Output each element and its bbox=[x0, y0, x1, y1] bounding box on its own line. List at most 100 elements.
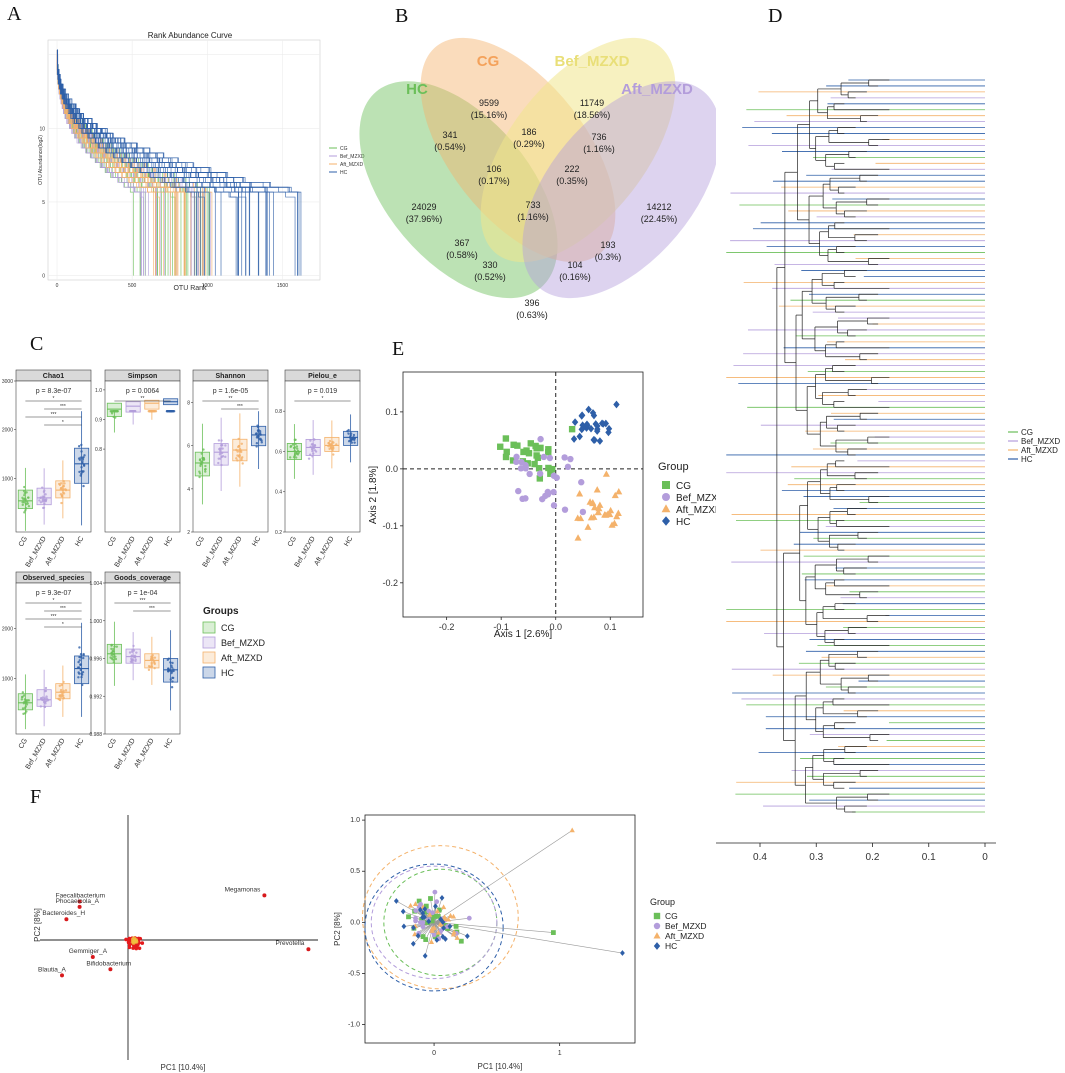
c-pvalue: p = 9.3e-07 bbox=[36, 590, 72, 597]
venn-region-pct: (37.96%) bbox=[406, 214, 443, 224]
venn-region-pct: (0.63%) bbox=[516, 310, 548, 320]
c-xtick-label: Aft_MZXD bbox=[44, 738, 66, 769]
c-legend-label-bef_mzxd: Bef_MZXD bbox=[221, 638, 266, 648]
c-point-aft_mzxd bbox=[236, 454, 239, 457]
f2-spider-line bbox=[413, 922, 435, 944]
c-xtick-label: HC bbox=[74, 738, 85, 750]
e-point-cg bbox=[527, 440, 534, 447]
c-point-hc bbox=[352, 433, 356, 437]
e-point-bef_mzxd bbox=[540, 453, 547, 461]
e-point-cg bbox=[502, 453, 510, 461]
c-point-hc bbox=[171, 410, 175, 413]
c-facet-title: Chao1 bbox=[43, 373, 65, 380]
c-point-cg bbox=[293, 438, 297, 442]
f2-point-aft_mzxd bbox=[440, 904, 447, 910]
c-point-aft_mzxd bbox=[59, 695, 63, 699]
c-ytick-label: 0.996 bbox=[89, 657, 102, 663]
c-ytick-label: 1000 bbox=[2, 677, 13, 683]
e-legend-label-cg: CG bbox=[676, 481, 691, 492]
c-xtick-label: CG bbox=[195, 536, 206, 549]
c-point-cg bbox=[201, 460, 204, 464]
c-point-cg bbox=[114, 657, 118, 661]
e-point-aft_mzxd bbox=[591, 503, 599, 511]
f1-sample-point bbox=[136, 942, 140, 947]
c-point-cg bbox=[112, 415, 115, 419]
panel-c-alpha-diversity: Chao1 1000 2000 3000 p = 8.3e-07 CG Bef_MZXD Af… bbox=[2, 369, 361, 771]
f2-point-hc bbox=[410, 940, 416, 947]
f2-point-hc bbox=[447, 923, 453, 930]
f1-taxon-point bbox=[77, 899, 82, 904]
c-point-cg bbox=[204, 464, 207, 468]
f2-legend-label-cg: CG bbox=[665, 911, 678, 921]
d-xtick-label: 0.2 bbox=[866, 852, 880, 863]
e-point-hc bbox=[596, 437, 604, 445]
c-point-aft_mzxd bbox=[154, 410, 158, 413]
c-pvalue: p = 8.3e-07 bbox=[36, 388, 72, 395]
c-sig-label: * bbox=[53, 396, 55, 402]
e-legend-key-bef_mzxd bbox=[662, 493, 670, 501]
venn-region-pct: (0.35%) bbox=[556, 176, 588, 186]
f2-point-aft_mzxd bbox=[429, 925, 435, 931]
f2-point-hc bbox=[417, 906, 423, 913]
e-point-bef_mzxd bbox=[515, 487, 522, 495]
e-point-bef_mzxd bbox=[513, 458, 520, 466]
c-point-aft_mzxd bbox=[147, 668, 151, 672]
f1-taxon-point bbox=[60, 973, 64, 978]
c-point-bef_mzxd bbox=[42, 506, 46, 510]
c-point-aft_mzxd bbox=[153, 666, 156, 670]
c-point-bef_mzxd bbox=[40, 697, 43, 700]
venn-region-pct: (0.58%) bbox=[446, 250, 478, 260]
c-point-bef_mzxd bbox=[314, 450, 318, 453]
e-point-bef_mzxd bbox=[537, 435, 544, 443]
c-ytick-label: 0.8 bbox=[95, 447, 102, 453]
c-point-cg bbox=[204, 470, 207, 473]
f2-point-aft_mzxd bbox=[427, 911, 433, 917]
e-point-aft_mzxd bbox=[574, 514, 582, 521]
venn-region-count: 222 bbox=[564, 164, 579, 174]
a-legend-label-bef_mzxd: Bef_MZXD bbox=[340, 154, 365, 160]
panel-c-legend-title: Groups bbox=[203, 606, 239, 617]
f2-point-hc bbox=[441, 925, 446, 931]
venn-region-count: 186 bbox=[521, 127, 536, 137]
e-xtick-label: -0.2 bbox=[439, 622, 455, 632]
c-sig-label: *** bbox=[149, 606, 155, 612]
e-point-aft_mzxd bbox=[615, 488, 623, 495]
c-point-bef_mzxd bbox=[132, 410, 136, 413]
e-point-cg bbox=[531, 460, 538, 468]
f2-point-cg bbox=[423, 937, 429, 942]
c-point-cg bbox=[24, 497, 27, 501]
f1-ylabel: PC2 [8%] bbox=[33, 908, 42, 942]
d-xtick-label: 0.1 bbox=[922, 852, 936, 863]
c-point-cg bbox=[21, 691, 25, 694]
c-point-hc bbox=[256, 426, 260, 429]
c-point-hc bbox=[347, 432, 350, 435]
c-point-cg bbox=[115, 645, 119, 648]
e-point-aft_mzxd bbox=[610, 519, 618, 527]
e-point-hc bbox=[593, 427, 601, 435]
venn-region-pct: (0.17%) bbox=[478, 176, 510, 186]
c-point-bef_mzxd bbox=[221, 451, 224, 455]
venn-region-count: 106 bbox=[486, 164, 501, 174]
c-point-cg bbox=[115, 410, 118, 413]
f2-legend-key-cg bbox=[653, 912, 661, 920]
c-point-cg bbox=[202, 456, 205, 460]
c-point-bef_mzxd bbox=[217, 439, 221, 442]
f2-point-hc bbox=[464, 933, 470, 940]
e-point-cg bbox=[525, 450, 533, 457]
e-ytick-label: 0.1 bbox=[385, 407, 398, 417]
panel-e-xlabel: Axis 1 [2.6%] bbox=[494, 629, 553, 640]
c-point-cg bbox=[109, 656, 112, 659]
c-point-cg bbox=[25, 710, 28, 713]
c-point-bef_mzxd bbox=[218, 447, 221, 451]
f2-spider-line bbox=[434, 917, 470, 923]
panel-label-f: F bbox=[30, 786, 41, 808]
a-legend-label-aft_mzxd: Aft_MZXD bbox=[340, 162, 363, 168]
c-legend-key-aft_mzxd bbox=[202, 651, 216, 664]
f2-xtick-label: 0 bbox=[432, 1050, 436, 1057]
c-sig-label: * bbox=[62, 622, 64, 628]
venn-set-label-cg: CG bbox=[477, 53, 500, 70]
c-point-bef_mzxd bbox=[43, 502, 46, 505]
c-point-hc bbox=[171, 676, 175, 680]
venn-region-pct: (1.16%) bbox=[583, 144, 615, 154]
c-point-aft_mzxd bbox=[236, 450, 239, 453]
